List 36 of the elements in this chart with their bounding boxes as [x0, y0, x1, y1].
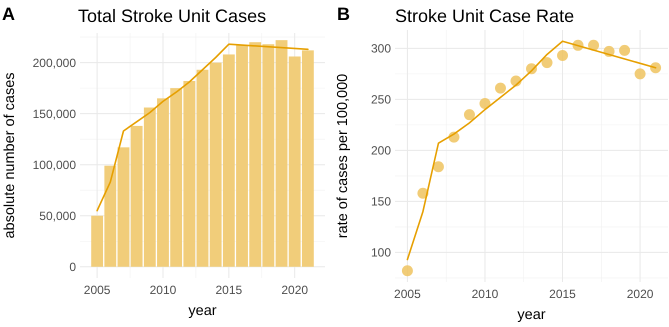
point — [557, 50, 568, 62]
y-tick-label: 200,000 — [32, 56, 76, 70]
x-tick-label: 2015 — [215, 283, 243, 297]
y-axis-title: rate of cases per 100,000 — [335, 74, 351, 238]
text: A — [2, 4, 15, 24]
x-tick-label: 2015 — [549, 287, 576, 301]
point — [542, 57, 553, 68]
y-tick-label: 300 — [370, 42, 392, 56]
x-tick-label: 2010 — [472, 287, 499, 301]
point — [464, 109, 475, 120]
x-axis-title: year — [188, 303, 217, 319]
point — [634, 68, 646, 80]
y-tick-label: 250 — [370, 92, 392, 107]
x-tick-label: 2010 — [150, 283, 177, 297]
point — [402, 265, 413, 276]
x-tick-label: 2020 — [281, 283, 308, 297]
x-axis-title: year — [517, 307, 546, 323]
x-tick-label: 2020 — [626, 287, 654, 301]
point — [619, 44, 630, 56]
text: B — [337, 4, 350, 24]
x-tick-label: 2005 — [84, 283, 111, 297]
y-tick-label: 50,000 — [39, 208, 76, 223]
y-tick-label: 150 — [370, 194, 392, 209]
x-tick-label: 2005 — [394, 287, 422, 301]
y-tick-label: 100 — [370, 246, 392, 260]
y-tick-label: 200 — [370, 144, 392, 158]
point — [432, 161, 444, 172]
y-tick-label: 0 — [69, 260, 76, 274]
chart-title: Stroke Unit Case Rate — [395, 6, 574, 26]
y-tick-label: 100,000 — [32, 158, 76, 172]
y-axis-title: absolute number of cases — [2, 72, 18, 239]
point — [494, 82, 506, 94]
point — [479, 98, 490, 109]
chart-title: Total Stroke Unit Cases — [78, 6, 266, 26]
y-tick-label: 150,000 — [32, 106, 76, 121]
line-series — [96, 43, 309, 212]
